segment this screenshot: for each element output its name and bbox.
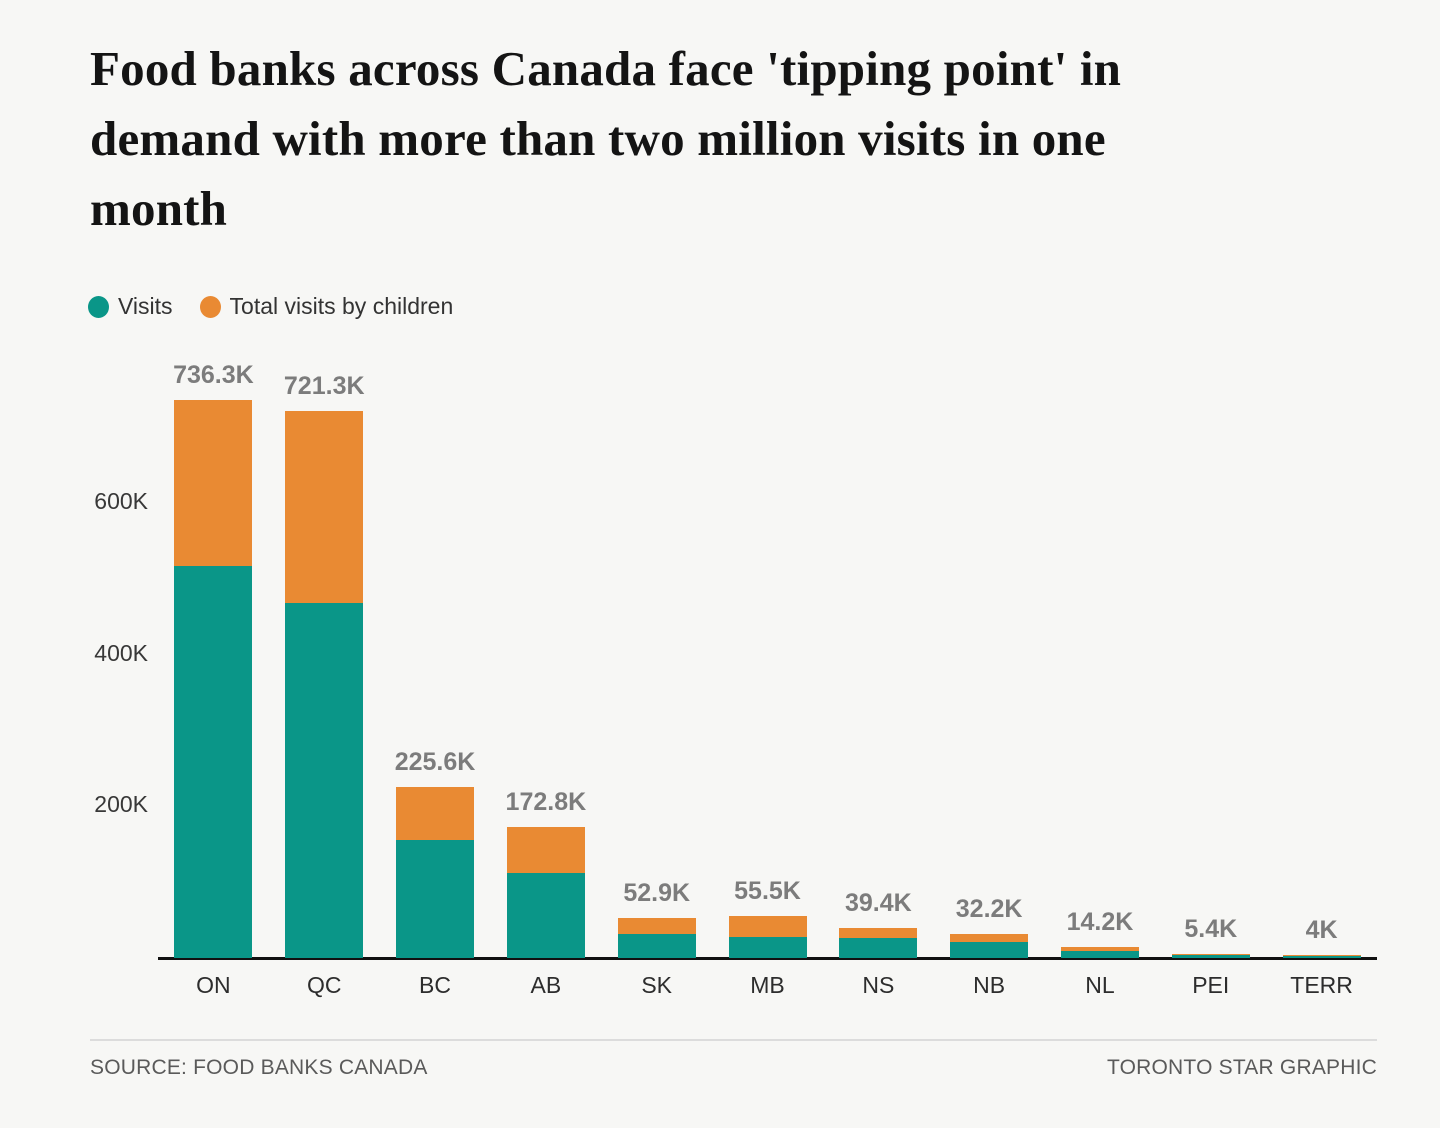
total-label-MB: 55.5K [734,876,801,905]
x-axis-label-AB: AB [530,972,562,998]
bar-segment-visits-MB [728,936,807,958]
bar-ON [174,399,253,958]
bar-segment-children-QC [285,411,364,604]
y-axis-tick-200K: 200K [94,791,148,818]
title-line-1: Food banks across Canada face 'tipping p… [90,41,1122,96]
bar-segment-children-SK [617,917,696,934]
title-line-3: month [90,181,228,236]
total-label-NS: 39.4K [844,889,912,918]
bar-NB [950,933,1029,958]
children-swatch-icon [199,295,221,318]
bar-QC [285,411,364,958]
y-axis-tick-400K: 400K [94,639,148,666]
bar-segment-children-MB [728,915,807,937]
x-axis-label-SK: SK [641,972,673,998]
legend-label-children: Total visits by children [229,293,454,319]
x-axis-label-ON: ON [196,972,231,998]
y-axis-tick-600K: 600K [94,488,148,515]
bar-PEI [1171,953,1250,958]
legend-label-visits: Visits [118,293,173,319]
total-label-ON: 736.3K [173,360,254,389]
bar-NS [839,928,918,958]
total-label-BC: 225.6K [394,747,476,776]
bar-segment-children-NS [839,928,918,939]
legend-item-children: Total visits by children [199,293,454,320]
bar-segment-visits-NS [839,938,918,958]
total-label-QC: 721.3K [283,372,365,401]
bar-SK [617,917,696,958]
bar-segment-visits-SK [617,933,696,958]
x-axis-label-TERR: TERR [1290,972,1353,998]
bar-segment-visits-NB [950,942,1029,958]
bar-NL [1060,947,1139,958]
total-label-AB: 172.8K [505,787,587,816]
x-axis-label-BC: BC [419,972,451,998]
bar-segment-children-AB [506,826,585,873]
bar-AB [506,826,585,958]
bar-TERR [1282,954,1361,958]
bar-segment-visits-NL [1060,951,1139,958]
bar-segment-children-NL [1060,947,1139,952]
x-axis-label-MB: MB [750,972,785,998]
bar-segment-children-NB [950,933,1029,943]
bar-segment-children-TERR [1282,954,1361,957]
bar-segment-visits-QC [285,603,364,958]
page-title: Food banks across Canada face 'tipping p… [90,34,1121,244]
bar-segment-visits-ON [174,565,253,958]
x-axis-label-QC: QC [306,972,342,998]
x-axis-label-PEI: PEI [1192,972,1230,998]
total-label-NB: 32.2K [955,894,1023,923]
legend-item-visits: Visits [88,293,173,320]
footer: SOURCE: FOOD BANKS CANADA TORONTO STAR G… [90,1056,1377,1080]
bar-segment-children-ON [174,399,253,566]
x-axis-label-NB: NB [973,972,1006,998]
source-credit: SOURCE: FOOD BANKS CANADA [90,1056,428,1079]
x-axis-label-NL: NL [1085,972,1115,998]
graphic-credit: TORONTO STAR GRAPHIC [1106,1056,1377,1079]
bar-segment-visits-PEI [1171,955,1250,958]
title-line-2: demand with more than two million visits… [90,111,1106,166]
total-label-NL: 14.2K [1066,908,1134,937]
bar-segment-children-BC [396,786,475,841]
bar-BC [396,786,475,958]
bar-segment-visits-AB [506,872,585,958]
total-label-PEI: 5.4K [1184,914,1238,943]
visits-swatch-icon [88,295,109,318]
bar-MB [728,915,807,958]
total-label-TERR: 4K [1305,915,1338,944]
bar-segment-visits-BC [396,840,475,958]
footer-divider [90,1039,1377,1041]
x-axis-label-NS: NS [862,972,895,998]
bar-segment-children-PEI [1171,953,1250,956]
bar-segment-visits-TERR [1282,956,1361,958]
x-axis-line [158,957,1377,960]
total-label-SK: 52.9K [623,878,691,907]
chart-legend: Visits Total visits by children [88,293,453,320]
